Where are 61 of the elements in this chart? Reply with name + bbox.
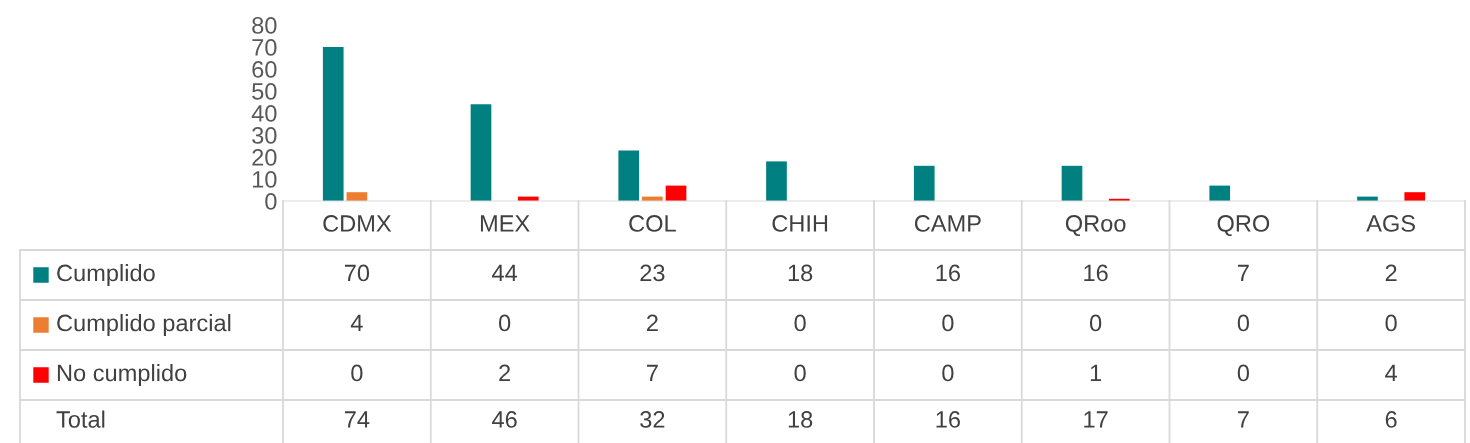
data-label: 18 bbox=[788, 264, 813, 282]
data-label: 0 bbox=[794, 364, 806, 382]
text: 16 bbox=[936, 411, 960, 428]
data-label: 2 bbox=[1385, 264, 1397, 282]
data-label: 0 bbox=[351, 364, 363, 382]
data-label: 0 bbox=[1237, 364, 1250, 382]
y-tick-label: 30 bbox=[252, 127, 277, 144]
x-tick-label: QRoo bbox=[1065, 215, 1126, 237]
bar bbox=[470, 104, 492, 201]
data-label: 23 bbox=[640, 264, 665, 282]
bar bbox=[913, 165, 935, 201]
data-label: 0 bbox=[1237, 314, 1250, 332]
y-tick-label: 80 bbox=[252, 17, 277, 34]
x-tick-label: MEX bbox=[480, 215, 530, 232]
text: 6 bbox=[1385, 411, 1397, 428]
data-label: 44 bbox=[492, 264, 518, 282]
y-tick-label: 20 bbox=[252, 149, 277, 166]
bar bbox=[766, 161, 787, 201]
bar bbox=[1209, 185, 1231, 201]
data-label: 0 bbox=[1385, 314, 1397, 332]
bar bbox=[618, 150, 640, 201]
data-label: 1 bbox=[1090, 364, 1102, 382]
text: 46 bbox=[492, 411, 517, 428]
text: 74 bbox=[344, 411, 370, 428]
text: 7 bbox=[1238, 411, 1249, 428]
bar bbox=[322, 47, 344, 201]
data-label: 4 bbox=[350, 314, 363, 332]
text: 17 bbox=[1084, 411, 1108, 428]
bar bbox=[1061, 165, 1083, 201]
data-label: 0 bbox=[942, 364, 954, 382]
data-label: 7 bbox=[647, 364, 658, 382]
data-label: 0 bbox=[942, 314, 954, 332]
y-tick-label: 40 bbox=[251, 105, 277, 122]
data-label: 2 bbox=[647, 314, 658, 332]
data-label: 2 bbox=[499, 364, 511, 382]
data-label: 70 bbox=[344, 264, 370, 282]
data-label: 16 bbox=[936, 264, 960, 282]
x-tick-label: CAMP bbox=[914, 215, 981, 232]
x-tick-label: CDMX bbox=[323, 215, 392, 232]
y-tick-label: 10 bbox=[252, 171, 277, 188]
y-tick-label: 50 bbox=[252, 83, 277, 100]
text: 32 bbox=[640, 411, 665, 428]
x-tick-label: AGS bbox=[1366, 215, 1415, 232]
data-label: 7 bbox=[1238, 264, 1249, 282]
x-tick-label: COL bbox=[629, 215, 676, 232]
data-label: 16 bbox=[1084, 264, 1108, 282]
data-label: 4 bbox=[1385, 364, 1397, 382]
y-tick-label: 0 bbox=[265, 193, 277, 210]
text: 18 bbox=[788, 411, 813, 428]
legend-label: Cumplido bbox=[57, 263, 155, 286]
legend-label: No cumplido bbox=[57, 363, 187, 386]
bar bbox=[1404, 192, 1426, 201]
x-tick-label: CHIH bbox=[772, 215, 828, 232]
legend-label: Cumplido parcial bbox=[57, 313, 231, 336]
data-label: 0 bbox=[1089, 314, 1102, 332]
data-label: 0 bbox=[794, 314, 806, 332]
y-tick-label: 70 bbox=[252, 39, 277, 56]
data-label: 0 bbox=[498, 314, 511, 332]
text: Total bbox=[56, 410, 105, 428]
y-tick-label: 60 bbox=[252, 61, 277, 78]
x-tick-label: QRO bbox=[1217, 215, 1270, 237]
